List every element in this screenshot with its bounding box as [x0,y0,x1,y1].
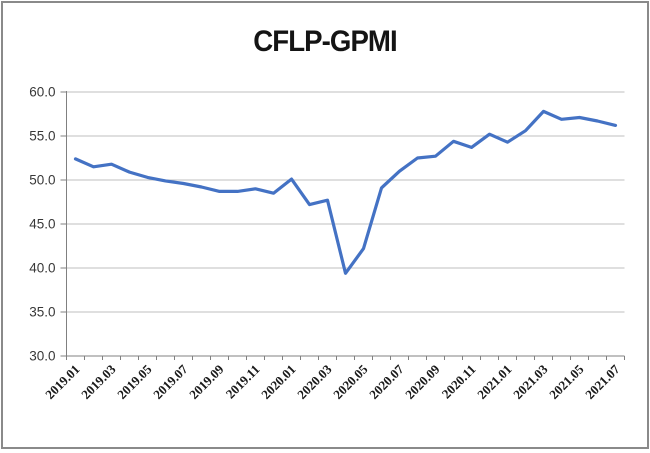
y-tick-label: 45.0 [29,217,55,232]
x-tick-label: 2020.03 [294,361,335,402]
x-tick-label: 2020.07 [366,361,407,402]
x-tick-label: 2021.01 [474,362,514,402]
x-tick-label: 2019.09 [186,361,227,402]
x-tick-label: 2019.01 [42,362,82,402]
x-tick-label: 2020.01 [258,362,298,402]
x-tick-label: 2021.05 [546,361,587,402]
series-line [73,109,618,275]
y-tick-label: 35.0 [29,305,55,320]
x-tick-label: 2020.05 [330,361,371,402]
x-tick-label: 2021.03 [510,361,551,402]
x-tick-label: 2019.11 [223,362,263,402]
y-tick-label: 40.0 [29,261,55,276]
y-tick-label: 50.0 [29,173,55,188]
y-tick-label: 30.0 [29,349,55,364]
x-tick-label: 2019.07 [150,361,191,402]
y-tick-label: 55.0 [29,129,55,144]
chart-title: CFLP-GPMI [253,25,397,58]
x-tick-label: 2021.07 [582,361,623,402]
x-tick-label: 2019.03 [78,361,119,402]
y-tick-label: 60.0 [29,85,55,100]
x-tick-label: 2019.05 [114,361,155,402]
x-tick-label: 2020.09 [402,361,443,402]
x-tick-label: 2020.11 [439,362,479,402]
line-chart-canvas: 60.055.050.045.040.035.030.02019.012019.… [29,85,626,402]
